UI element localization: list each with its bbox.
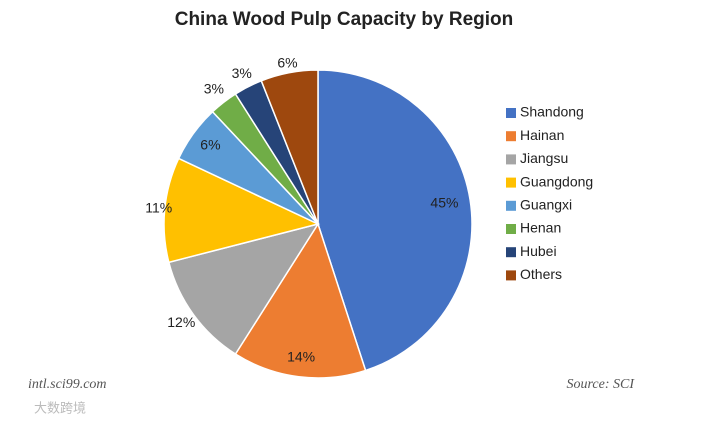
data-label: 11% — [145, 200, 172, 216]
data-label: 12% — [167, 314, 195, 330]
legend-label: Jiangsu — [520, 150, 568, 166]
legend-label: Hainan — [520, 127, 564, 143]
pie-slice — [234, 222, 367, 379]
data-label: 6% — [277, 55, 297, 71]
pie-slice — [167, 222, 320, 356]
legend-label: Henan — [520, 220, 561, 236]
legend-swatch — [506, 131, 516, 142]
chart-title: China Wood Pulp Capacity by Region — [175, 9, 514, 30]
legend-label: Shandong — [520, 104, 584, 120]
data-label: 3% — [232, 65, 252, 81]
legend-swatch — [506, 154, 516, 165]
legend-swatch — [506, 108, 516, 118]
legend-swatch — [506, 224, 516, 234]
legend-swatch — [506, 177, 516, 188]
watermark: 大数跨境 — [34, 400, 86, 415]
pie-slice — [317, 69, 473, 372]
legend-label: Others — [520, 266, 562, 282]
data-label: 14% — [287, 349, 315, 365]
data-label: 45% — [430, 195, 458, 211]
legend-label: Guangdong — [520, 173, 593, 189]
annotation: intl.sci99.com — [28, 377, 107, 392]
data-label: 6% — [200, 137, 220, 153]
pie-slice — [260, 69, 319, 225]
annotation: Source: SCI — [566, 377, 635, 392]
legend-swatch — [506, 247, 516, 258]
pie-slice — [163, 157, 321, 264]
legend-label: Guangxi — [520, 197, 572, 213]
legend-swatch — [506, 200, 516, 211]
legend-swatch — [506, 270, 516, 281]
legend-label: Hubei — [520, 243, 557, 259]
data-label: 3% — [204, 80, 224, 96]
